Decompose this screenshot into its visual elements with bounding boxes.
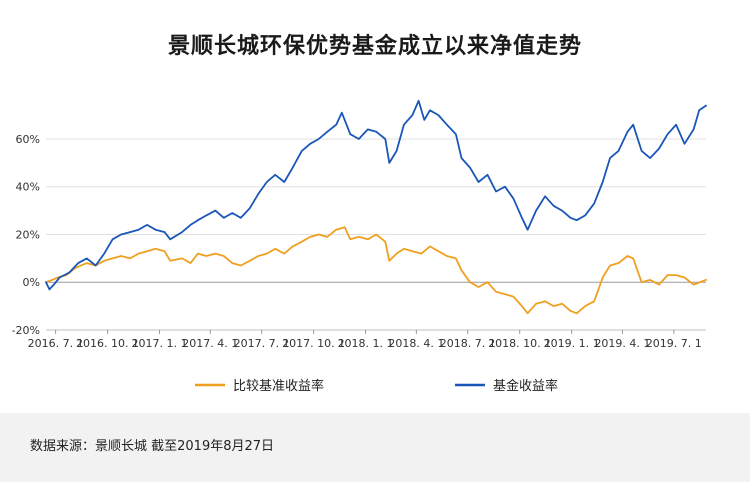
series-lines — [45, 99, 707, 315]
x-tick-label: 2017. 10. 1 — [282, 337, 345, 350]
x-tick-label: 2016. 7. 1 — [28, 337, 84, 350]
x-tick-label: 2017. 7. 1 — [234, 337, 290, 350]
legend: 比较基准收益率 基金收益率 — [195, 378, 558, 394]
x-tick-label: 2019. 4. 1 — [594, 337, 650, 350]
y-axis: 60% 40% 20% 0% -20% — [12, 133, 40, 337]
x-tick-label: 2019. 1. 1 — [544, 337, 600, 350]
y-tick-label: 60% — [16, 133, 40, 146]
y-tick-label: 40% — [16, 181, 40, 194]
x-tick-label: 2017. 1. 1 — [131, 337, 187, 350]
footer: 数据来源：景顺长城 截至2019年8月27日 — [0, 413, 750, 482]
source-note: 数据来源：景顺长城 截至2019年8月27日 — [30, 439, 275, 454]
fund-line — [45, 99, 707, 291]
benchmark-line — [45, 226, 707, 315]
y-tick-label: 20% — [16, 228, 40, 241]
x-tick-label: 2017. 4. 1 — [182, 337, 238, 350]
legend-label: 基金收益率 — [493, 378, 558, 394]
x-tick-label: 2018. 1. 1 — [338, 337, 394, 350]
x-tick-label: 2018. 10. 1 — [488, 337, 551, 350]
chart-panel: 景顺长城环保优势基金成立以来净值走势 60% 40% 20% 0% -20% 2016.… — [11, 34, 707, 394]
chart-title: 景顺长城环保优势基金成立以来净值走势 — [167, 34, 582, 59]
x-tick-label: 2018. 4. 1 — [388, 337, 444, 350]
y-tick-label: 0% — [23, 276, 40, 289]
x-tick-label: 2019. 7. 1 — [646, 337, 702, 350]
x-tick-label: 2018. 7. 1 — [440, 337, 496, 350]
legend-label: 比较基准收益率 — [233, 378, 324, 394]
y-tick-label: -20% — [12, 324, 40, 337]
x-tick-label: 2016. 10. 1 — [76, 337, 139, 350]
